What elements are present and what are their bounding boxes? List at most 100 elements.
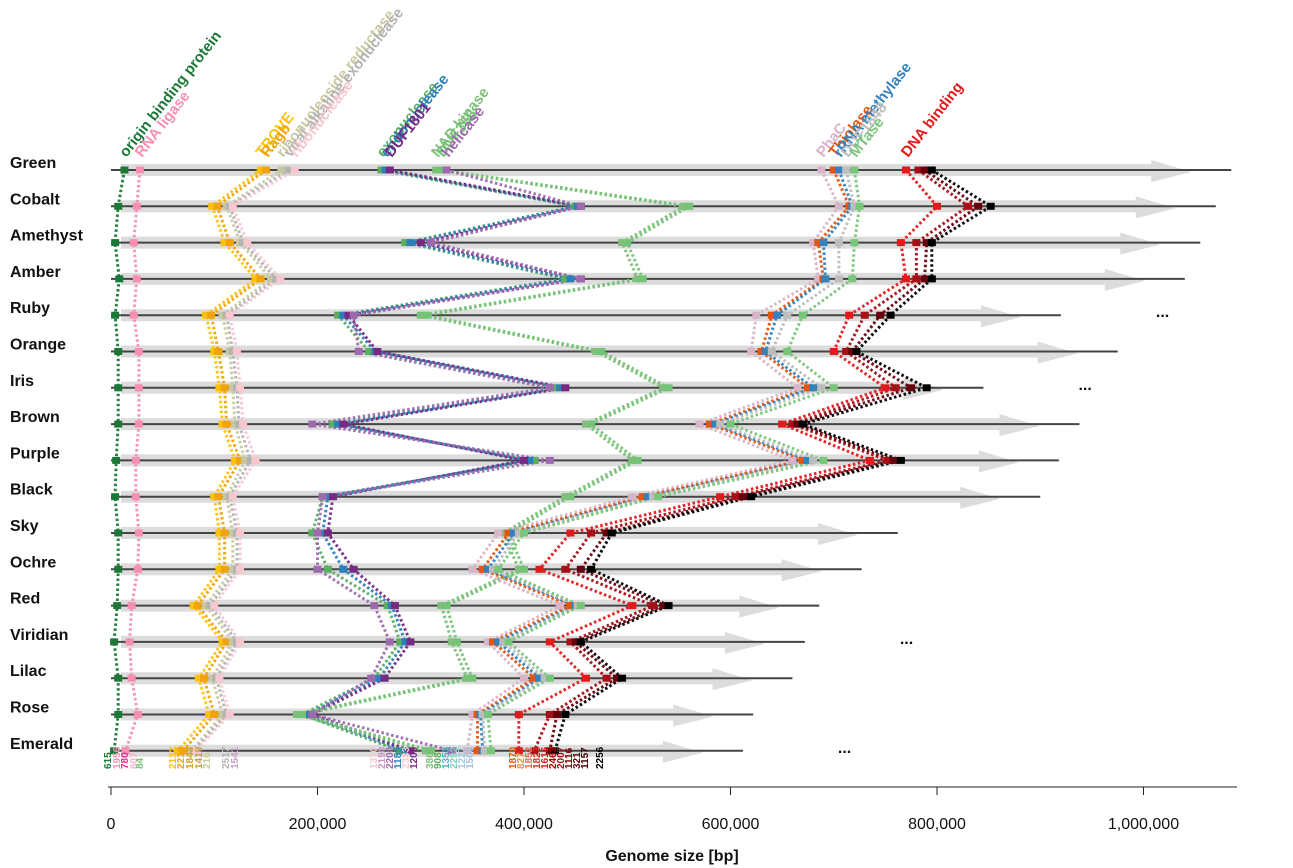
gene-point [483, 711, 492, 718]
connector-path [548, 168, 981, 752]
gene-point [383, 602, 392, 610]
gene-point [276, 275, 285, 283]
gene-point [468, 565, 477, 573]
gene-point [783, 348, 792, 355]
gene-point [545, 456, 554, 464]
gene-point [228, 529, 237, 537]
gene-point [313, 529, 322, 537]
gene-point [889, 456, 898, 464]
gene-point [127, 674, 136, 682]
gene-point [218, 420, 227, 428]
gene-point [222, 420, 231, 428]
gene-point [215, 529, 224, 537]
cluster-id: 615 [103, 752, 114, 769]
x-tick-label: 400,000 [495, 816, 553, 833]
gene-point [473, 747, 482, 755]
genome-label: Amber [10, 264, 61, 281]
gene-point [478, 711, 487, 718]
gene-point [228, 202, 237, 210]
gene-point [821, 275, 830, 283]
cluster-id: 1116 [564, 747, 575, 769]
gene-point [767, 348, 776, 355]
gene-point [819, 456, 828, 464]
gene-point [798, 456, 807, 464]
gene-point [442, 166, 451, 174]
gene-point [793, 384, 802, 392]
gene-point [520, 674, 528, 682]
gene-point [210, 711, 219, 718]
gene-point [298, 711, 307, 718]
gene-point [494, 529, 503, 537]
gene-point [308, 529, 317, 537]
genome-label: Green [10, 155, 56, 172]
gene-point [659, 602, 668, 610]
gene-point [214, 348, 223, 355]
gene-point [199, 674, 208, 682]
gene-point [545, 674, 554, 682]
gene-point [860, 311, 869, 319]
gene-point [545, 711, 554, 718]
gene-point [272, 275, 281, 283]
gene-point [829, 384, 838, 392]
genome-label: Rose [10, 700, 49, 717]
gene-point [834, 166, 843, 174]
gene-point [581, 674, 590, 682]
gene-point [920, 166, 929, 174]
gene-point [256, 166, 265, 174]
genome-label: Emerald [10, 736, 73, 753]
gene-point [390, 602, 399, 610]
gene-point [236, 384, 245, 392]
gene-point [193, 602, 202, 610]
gene-point [225, 311, 234, 319]
gene-point [225, 239, 234, 247]
gene-point [421, 747, 430, 755]
x-tick-label: 200,000 [289, 816, 347, 833]
gene-point [313, 565, 322, 573]
gene-point [111, 311, 120, 319]
ellipsis: ... [900, 631, 913, 648]
gene-point [375, 674, 384, 682]
x-tick-label: 0 [107, 816, 116, 833]
gene-point [251, 275, 260, 283]
gene-point [339, 565, 348, 573]
gene-point [210, 602, 219, 610]
gene-point [228, 493, 237, 501]
gene-point [907, 384, 916, 392]
gene-point [230, 456, 239, 464]
gene-point [114, 529, 123, 537]
gene-point [406, 638, 415, 646]
gene-point [452, 638, 461, 646]
gene-point [664, 384, 673, 392]
gene-point [328, 493, 337, 501]
gene-point [114, 420, 123, 428]
gene-point [576, 638, 585, 646]
gene-point [638, 275, 647, 283]
gene-point [208, 202, 217, 210]
gene-point [726, 420, 735, 428]
cluster-id: 2292 [449, 746, 460, 769]
gene-point [561, 384, 570, 392]
gene-point [427, 747, 436, 755]
gene-point [881, 384, 890, 392]
function-label: origin binding protein [116, 28, 225, 161]
gene-point [432, 166, 441, 174]
gene-point [401, 239, 410, 247]
connector-path [486, 169, 862, 751]
gene-point [576, 602, 585, 610]
gene-point [520, 529, 528, 537]
gene-point [848, 348, 857, 355]
gene-point [120, 166, 129, 174]
gene-point [442, 602, 451, 610]
gene-point [535, 565, 544, 573]
gene-point [290, 166, 299, 174]
gene-point [738, 493, 747, 501]
cluster-id: 2007 [556, 746, 567, 769]
gene-point [213, 202, 222, 210]
genome-label: Orange [10, 337, 66, 354]
gene-point [633, 275, 642, 283]
gene-point [349, 311, 358, 319]
gene-point [228, 638, 237, 646]
gene-point [902, 275, 911, 283]
cluster-id: 1956 [112, 746, 123, 769]
genome-bars [111, 160, 1232, 763]
